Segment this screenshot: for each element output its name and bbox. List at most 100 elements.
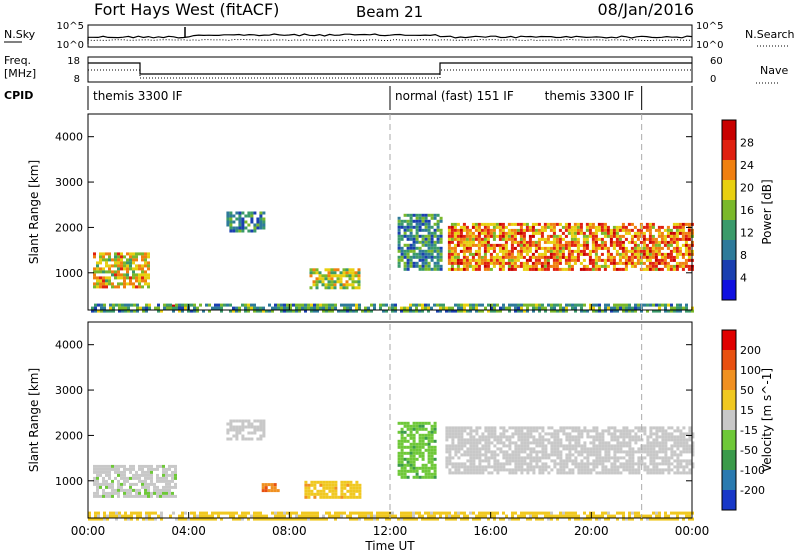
data-cell [508, 438, 512, 442]
data-cell [526, 462, 530, 466]
data-cell [259, 437, 263, 441]
data-cell [370, 514, 373, 518]
data-cell [91, 309, 94, 313]
data-cell [466, 438, 470, 442]
data-cell [541, 465, 545, 469]
data-cell [661, 456, 665, 460]
data-cell [589, 303, 592, 307]
data-cell [565, 465, 569, 469]
data-cell [430, 475, 434, 479]
data-cell [259, 511, 262, 515]
data-cell [673, 453, 677, 457]
data-cell [664, 447, 668, 451]
data-cell [516, 228, 520, 232]
data-cell [99, 267, 102, 271]
data-cell [159, 479, 162, 483]
data-cell [537, 222, 541, 226]
data-cell [613, 459, 617, 463]
data-cell [648, 261, 652, 265]
data-cell [648, 234, 652, 238]
data-cell [660, 267, 664, 271]
data-cell [573, 255, 577, 259]
data-cell [427, 430, 431, 434]
data-cell [433, 222, 437, 226]
data-cell [475, 465, 479, 469]
data-cell [102, 270, 105, 274]
data-cell [513, 264, 517, 268]
data-cell [412, 213, 416, 217]
data-cell [301, 514, 304, 518]
data-cell [336, 268, 340, 272]
data-cell [649, 435, 653, 439]
data-cell [427, 234, 431, 238]
data-cell [559, 450, 563, 454]
data-cell [144, 276, 147, 280]
colorbar-swatch [722, 260, 736, 281]
data-cell [336, 274, 340, 278]
data-cell [609, 261, 613, 265]
data-cell [525, 264, 529, 268]
data-cell [552, 225, 556, 229]
data-cell [463, 426, 467, 430]
data-cell [117, 270, 120, 274]
data-cell [568, 432, 572, 436]
data-cell [505, 429, 509, 433]
data-cell [127, 309, 130, 313]
data-cell [345, 271, 349, 275]
data-cell [582, 246, 586, 250]
data-cell [478, 514, 481, 518]
data-cell [591, 243, 595, 247]
data-cell [447, 246, 451, 250]
data-cell [537, 267, 541, 271]
data-cell [637, 450, 641, 454]
data-cell [637, 471, 641, 475]
data-cell [580, 309, 583, 313]
data-cell [415, 213, 419, 217]
data-cell [421, 249, 425, 253]
data-cell [451, 444, 455, 448]
data-cell [433, 517, 436, 521]
data-cell [142, 309, 145, 313]
data-cell [622, 456, 626, 460]
data-cell [675, 261, 679, 265]
noise-left-tick-high: 10^5 [57, 21, 84, 32]
data-cell [165, 479, 168, 483]
data-cell [141, 279, 144, 283]
data-cell [466, 432, 470, 436]
data-cell [619, 441, 623, 445]
data-cell [451, 456, 455, 460]
data-cell [664, 306, 667, 310]
colorbar-tick-label: 16 [740, 204, 754, 217]
data-cell [415, 264, 419, 268]
data-cell [618, 240, 622, 244]
data-cell [457, 426, 461, 430]
data-cell [538, 511, 541, 515]
data-cell [489, 255, 493, 259]
data-cell [691, 447, 695, 451]
data-cell [634, 303, 637, 307]
data-cell [325, 495, 329, 499]
data-cell [475, 426, 479, 430]
data-cell [117, 479, 120, 483]
data-cell [418, 219, 422, 223]
data-cell [649, 441, 653, 445]
data-cell [465, 264, 469, 268]
data-cell [403, 424, 407, 428]
data-cell [298, 309, 301, 313]
data-cell [523, 468, 527, 472]
data-cell [247, 419, 251, 423]
data-cell [603, 264, 607, 268]
data-cell [283, 306, 286, 310]
data-cell [331, 514, 334, 518]
data-cell [400, 457, 404, 461]
data-cell [615, 249, 619, 253]
data-cell [534, 267, 538, 271]
data-cell [262, 428, 266, 432]
data-cell [516, 255, 520, 259]
data-cell [141, 273, 144, 277]
data-cell [628, 514, 631, 518]
data-cell [102, 476, 105, 480]
data-cell [105, 482, 108, 486]
data-cell [481, 444, 485, 448]
data-cell [123, 467, 126, 471]
